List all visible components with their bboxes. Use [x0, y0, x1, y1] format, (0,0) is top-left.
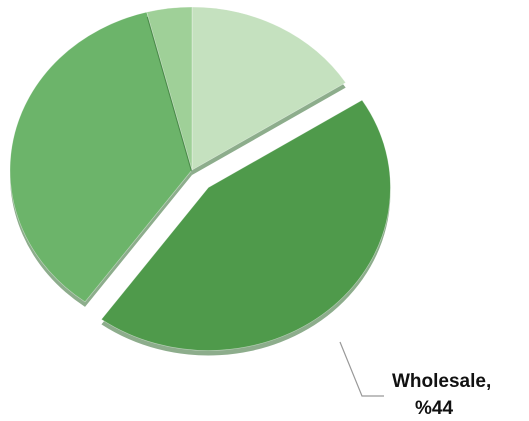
slice-value-label: %44 [415, 398, 453, 419]
leader-line [339, 341, 384, 397]
slice-label: Wholesale, [392, 371, 491, 392]
slice [9, 11, 193, 303]
slice [146, 6, 193, 171]
slice [191, 6, 347, 171]
slice [101, 99, 391, 351]
